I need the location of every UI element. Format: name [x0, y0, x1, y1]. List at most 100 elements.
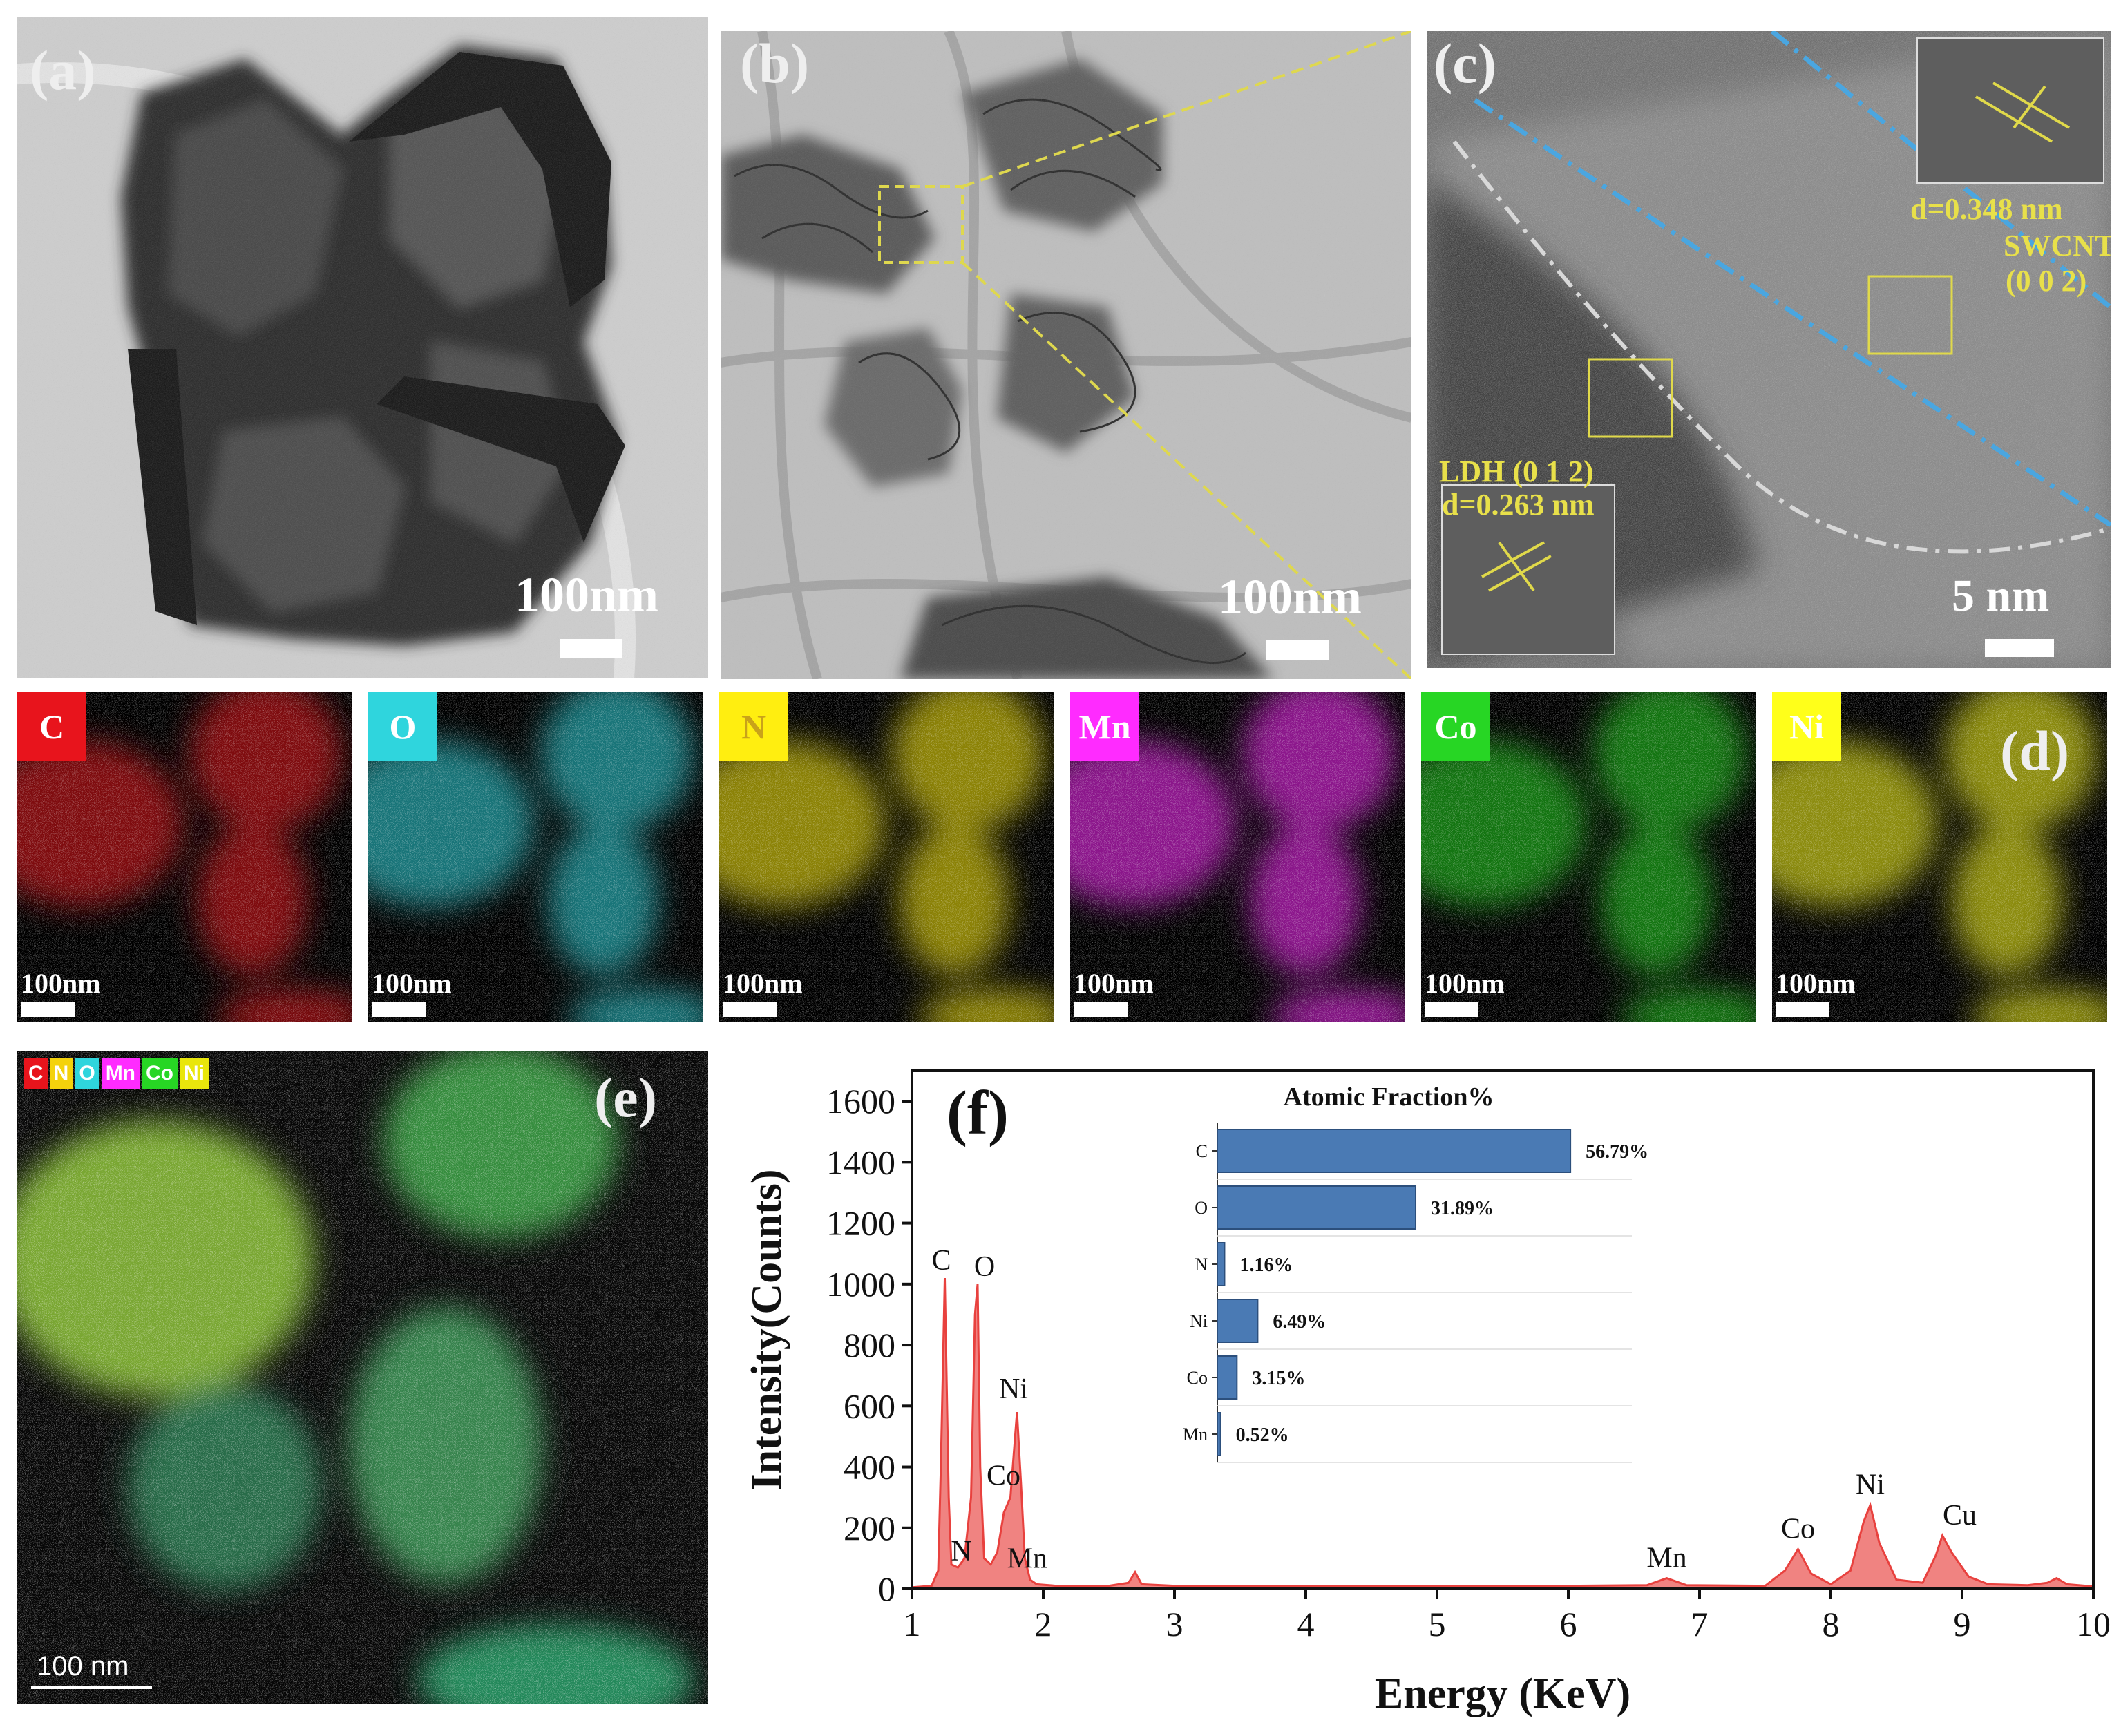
element-tag: Co: [1421, 692, 1490, 761]
peak-label: Mn: [1646, 1543, 1686, 1574]
element-map-image: [368, 692, 703, 1022]
panel-a: (a) 100nm: [17, 17, 708, 678]
swcnt-plane-label: (0 0 2): [2006, 264, 2087, 298]
peak-label: Co: [987, 1460, 1020, 1492]
peak-label: Ni: [999, 1373, 1028, 1405]
scale-bar: [1074, 1002, 1128, 1017]
y-tick-label: 1000: [826, 1265, 895, 1304]
x-tick-label: 8: [1823, 1605, 1840, 1643]
scale-bar: [21, 1002, 75, 1017]
scale-bar: [372, 1002, 426, 1017]
legend-chip-ni: Ni: [180, 1058, 209, 1089]
x-axis-label: Energy (KeV): [1375, 1670, 1630, 1717]
hrtem-image-c: [1427, 31, 2111, 668]
inset-category-label: Mn: [1183, 1424, 1208, 1444]
scale-bar-label-e: 100 nm: [37, 1651, 129, 1681]
element-map-image: [1421, 692, 1756, 1022]
x-tick-label: 7: [1691, 1605, 1709, 1643]
scale-bar-c: [1985, 639, 2054, 657]
element-map-co: Co 100nm: [1421, 692, 1756, 1022]
peak-label: O: [974, 1251, 995, 1283]
inset-category-label: Ni: [1190, 1311, 1208, 1331]
tem-image-b: [721, 31, 1411, 679]
inset-value-label: 6.49%: [1273, 1311, 1326, 1333]
inset-bar: [1217, 1185, 1417, 1230]
scale-bar-label-a: 100nm: [515, 567, 659, 622]
element-tag: Mn: [1070, 692, 1139, 761]
scale-bar-label-c: 5 nm: [1952, 571, 2050, 621]
element-map-mn: Mn 100nm: [1070, 692, 1405, 1022]
eds-spectrum-chart: 1 2 3 4 5 6 7 8 9 10 0 200 400 600 800 1000 1200 1400 1600…: [743, 1069, 2111, 1717]
ldh-spacing-label: d=0.263 nm: [1442, 488, 1595, 522]
panel-c: (c) d=0.348 nm SWCNTs (0 0 2) LDH (0 1 2…: [1427, 31, 2111, 668]
y-tick-label: 0: [878, 1570, 895, 1608]
peak-label: C: [931, 1245, 951, 1277]
x-tick-label: 1: [904, 1605, 921, 1643]
panel-label-f: (f): [947, 1079, 1009, 1147]
element-map-o: O 100nm: [368, 692, 703, 1022]
scale-bar-label: 100nm: [1074, 968, 1154, 999]
inset-value-label: 3.15%: [1252, 1368, 1305, 1389]
y-tick-label: 600: [844, 1386, 895, 1425]
scale-bar-label-b: 100nm: [1218, 569, 1362, 624]
peak-label: Cu: [1943, 1500, 1977, 1532]
ldh-name-label: LDH (0 1 2): [1439, 455, 1594, 488]
inset-category-label: O: [1195, 1198, 1208, 1218]
overlay-map-image: [17, 1051, 708, 1704]
legend-chip-n: N: [49, 1058, 73, 1089]
swcnt-name-label: SWCNTs: [2004, 229, 2111, 263]
scale-bar-label: 100nm: [723, 968, 803, 999]
y-tick-label: 400: [844, 1448, 895, 1487]
inset-bar: [1217, 1299, 1259, 1343]
x-tick-label: 10: [2076, 1605, 2111, 1643]
inset-value-label: 56.79%: [1586, 1141, 1648, 1163]
element-map-image: [1070, 692, 1405, 1022]
legend-chip-o: O: [75, 1058, 99, 1089]
scale-bar-a: [560, 639, 622, 658]
y-tick-label: 800: [844, 1326, 895, 1364]
y-tick-label: 1600: [826, 1082, 895, 1120]
element-tag: C: [17, 692, 86, 761]
swcnt-spacing-label: d=0.348 nm: [1910, 192, 2063, 226]
x-tick-label: 2: [1035, 1605, 1052, 1643]
inset-category-label: C: [1196, 1141, 1208, 1161]
scale-bar-label: 100nm: [21, 968, 101, 999]
peak-label: Co: [1781, 1514, 1815, 1545]
y-axis-label: Intensity(Counts): [743, 1169, 790, 1490]
x-tick-label: 4: [1297, 1605, 1315, 1643]
panel-f: 1 2 3 4 5 6 7 8 9 10 0 200 400 600 800 1000 1200 1400 1600…: [739, 1036, 2114, 1727]
element-tag: Ni: [1772, 692, 1841, 761]
plot-frame: [911, 1069, 2095, 1590]
element-legend: C N O Mn Co Ni: [24, 1058, 211, 1089]
inset-value-label: 1.16%: [1239, 1255, 1293, 1276]
element-map-c: C 100nm: [17, 692, 352, 1022]
legend-chip-c: C: [24, 1058, 48, 1089]
panel-label-c: (c): [1434, 32, 1497, 95]
scale-bar: [1776, 1002, 1829, 1017]
inset-bar: [1217, 1355, 1238, 1400]
scale-bar: [1425, 1002, 1478, 1017]
inset-value-label: 31.89%: [1431, 1198, 1494, 1219]
inset-bar: [1217, 1412, 1221, 1456]
tem-image-a: [17, 17, 708, 678]
y-tick-label: 200: [844, 1509, 895, 1547]
scale-bar: [723, 1002, 777, 1017]
element-map-n: N 100nm: [719, 692, 1054, 1022]
element-tag: N: [719, 692, 788, 761]
scale-bar-e: [31, 1686, 152, 1689]
scale-bar-label: 100nm: [1425, 968, 1505, 999]
inset-value-label: 0.52%: [1236, 1424, 1289, 1446]
inset-category-label: Co: [1187, 1368, 1208, 1388]
panel-b: (b) 100nm: [721, 31, 1411, 679]
y-tick-label: 1200: [826, 1204, 895, 1243]
inset-bar: [1217, 1129, 1572, 1173]
legend-chip-co: Co: [142, 1058, 178, 1089]
scale-bar-b: [1266, 640, 1329, 660]
peak-label: Ni: [1856, 1469, 1885, 1501]
x-tick-label: 6: [1560, 1605, 1577, 1643]
spectrum-area: [911, 1277, 2095, 1590]
legend-chip-mn: Mn: [101, 1058, 140, 1089]
scale-bar-label: 100nm: [1776, 968, 1856, 999]
element-map-ni: Ni 100nm: [1772, 692, 2107, 1022]
peak-label: Mn: [1007, 1543, 1047, 1575]
